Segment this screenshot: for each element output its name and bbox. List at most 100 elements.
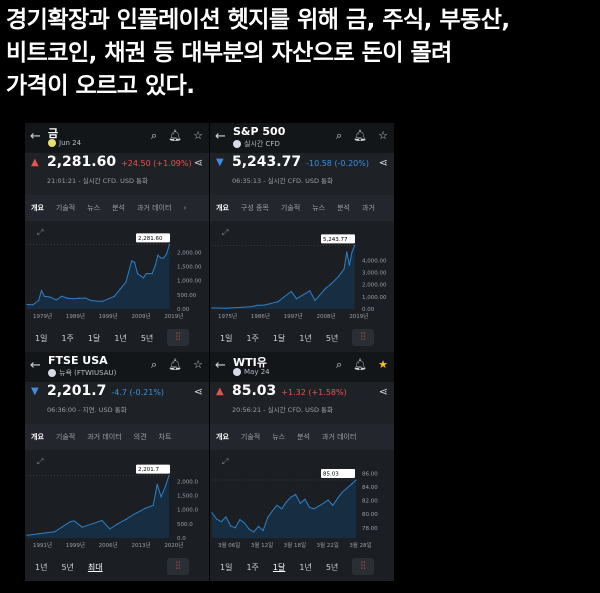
- back-arrow-icon[interactable]: ←: [215, 129, 226, 144]
- data-point: [166, 253, 168, 255]
- star-icon[interactable]: ☆: [378, 129, 388, 142]
- price-row: ▲ 85.03 +1.32 (+1.58%) ⋖ 20:56:21 - 실시간 …: [210, 382, 394, 424]
- share-icon[interactable]: ⋖: [378, 385, 388, 398]
- tab[interactable]: 기술적: [55, 204, 76, 212]
- tab[interactable]: 뉴스: [272, 433, 286, 441]
- range-button[interactable]: 1주: [246, 333, 259, 343]
- tab[interactable]: 기술적: [280, 204, 301, 212]
- series-area: [212, 480, 356, 538]
- headline-line: 가격이 오르고 있다.: [6, 73, 195, 99]
- price-chart[interactable]: ⤢ 2,000.00 1,500.00 1,000.00 500.00 0.00 2,281…: [25, 221, 209, 324]
- add-alert-icon[interactable]: 🔔︎: [353, 358, 368, 371]
- star-icon[interactable]: ★: [378, 358, 388, 371]
- tab[interactable]: 의견: [133, 433, 147, 441]
- data-point: [299, 502, 301, 504]
- data-point: [304, 498, 306, 500]
- data-point: [157, 254, 159, 256]
- tab[interactable]: 과거: [362, 204, 375, 212]
- data-point: [295, 298, 298, 300]
- tab[interactable]: 개요: [31, 204, 44, 212]
- range-button[interactable]: 5년: [325, 562, 339, 572]
- search-icon[interactable]: ⌕: [335, 358, 343, 371]
- tab[interactable]: 과거 데이터: [87, 433, 122, 441]
- y-tick-label: 0.0: [177, 536, 186, 542]
- range-button[interactable]: 1일: [220, 333, 233, 343]
- share-icon[interactable]: ⋖: [193, 156, 203, 169]
- data-point: [102, 300, 104, 302]
- search-icon[interactable]: ⌕: [150, 358, 158, 371]
- data-point: [132, 513, 135, 516]
- price: 5,243.77: [232, 154, 302, 170]
- quote-panel: ← WTI유 May 24 ⌕ 🔔︎ ★ ▲ 85.03 +1.32 (+1.58%…: [210, 352, 394, 581]
- price-chart[interactable]: ⤢ 4,000.00 3,000.00 2,000.00 1,000.00 0.00 5,2…: [210, 221, 394, 324]
- tab[interactable]: 개요: [216, 204, 229, 212]
- quote-panel: ← FTSE USA 뉴욕 (FTWIUSAU) ⌕ 🔔︎ ☆ ▼ 2,201.7 …: [25, 352, 209, 581]
- data-point: [256, 304, 258, 306]
- star-icon[interactable]: ☆: [193, 129, 203, 142]
- range-button[interactable]: 1일: [220, 562, 233, 572]
- add-alert-icon[interactable]: 🔔︎: [168, 129, 183, 142]
- candlestick-icon[interactable]: ⫶⫶: [167, 329, 189, 346]
- candlestick-icon[interactable]: ⫶⫶: [352, 558, 374, 575]
- y-tick-label: 500.0: [177, 522, 193, 528]
- tab[interactable]: ›: [183, 204, 187, 212]
- price-row: ▲ 2,281.60 +24.50 (+1.09%) ⋖ 21:01:21 - …: [25, 153, 209, 195]
- flag-icon: [233, 140, 241, 148]
- range-button[interactable]: 1달: [272, 333, 286, 343]
- tab[interactable]: 과거 데이터: [322, 433, 357, 441]
- share-icon[interactable]: ⋖: [378, 156, 388, 169]
- data-point: [262, 529, 264, 532]
- tab[interactable]: 과거 데이터: [137, 204, 172, 212]
- range-button[interactable]: 1년: [114, 333, 127, 343]
- tab[interactable]: 개요: [216, 433, 229, 441]
- back-arrow-icon[interactable]: ←: [215, 358, 226, 373]
- data-point: [348, 264, 350, 266]
- data-point: [168, 243, 171, 245]
- series-area: [212, 245, 355, 309]
- range-button[interactable]: 1달: [272, 562, 286, 572]
- range-button[interactable]: 1일: [35, 333, 48, 343]
- tab[interactable]: 뉴스: [312, 204, 326, 212]
- tab[interactable]: 차트: [158, 433, 172, 441]
- range-button[interactable]: 5년: [140, 333, 154, 343]
- add-alert-icon[interactable]: 🔔︎: [168, 358, 183, 371]
- candlestick-icon[interactable]: ⫶⫶: [167, 558, 189, 575]
- tab[interactable]: 뉴스: [87, 204, 101, 212]
- tab[interactable]: 분석: [297, 433, 310, 441]
- back-arrow-icon[interactable]: ←: [30, 129, 41, 144]
- tab[interactable]: 분석: [112, 204, 125, 212]
- candlestick-icon[interactable]: ⫶⫶: [352, 329, 374, 346]
- series-area: [27, 475, 170, 538]
- search-icon[interactable]: ⌕: [150, 129, 158, 142]
- price-chart[interactable]: ⤢ 2,000.0 1,500.0 1,000.0 500.0 0.0 2,201.7 199…: [25, 450, 209, 553]
- add-alert-icon[interactable]: 🔔︎: [353, 129, 368, 142]
- range-button[interactable]: 5년: [61, 562, 74, 572]
- tab-bar: 개요 기술적 과거 데이터 의견 차트: [25, 424, 209, 450]
- tab[interactable]: 개요: [31, 433, 44, 441]
- y-tick-label: 0.00: [177, 307, 190, 313]
- last-price-badge: [321, 234, 355, 244]
- search-icon[interactable]: ⌕: [335, 129, 343, 142]
- quote-panel: ← S&P 500 실시간 CFD ⌕ 🔔︎ ☆ ▼ 5,243.77 -10.58…: [210, 123, 394, 352]
- range-button[interactable]: 1주: [61, 333, 74, 343]
- tab[interactable]: 기술적: [240, 433, 261, 441]
- tab[interactable]: 기술적: [55, 433, 76, 441]
- x-tick-label: 2013년: [131, 541, 150, 549]
- data-point: [78, 297, 80, 299]
- range-button[interactable]: 5년: [325, 333, 339, 343]
- tab[interactable]: 분석: [337, 204, 350, 212]
- data-point: [38, 299, 40, 302]
- range-button[interactable]: 1년: [299, 562, 312, 572]
- range-button[interactable]: 최대: [87, 562, 103, 572]
- price-chart[interactable]: ⤢ 86.00 84.00 82.00 80.00 78.00 85.03 3월 06일 3월 …: [210, 450, 394, 553]
- tab-bar: 개요 기술적 뉴스 분석 과거 데이터 ›: [25, 195, 209, 221]
- range-button[interactable]: 1달: [87, 333, 101, 343]
- data-point: [67, 297, 69, 299]
- share-icon[interactable]: ⋖: [193, 385, 203, 398]
- back-arrow-icon[interactable]: ←: [30, 358, 41, 373]
- tab[interactable]: 구성 종목: [240, 204, 269, 212]
- star-icon[interactable]: ☆: [193, 358, 203, 371]
- range-button[interactable]: 1년: [299, 333, 312, 343]
- range-button[interactable]: 1주: [246, 562, 259, 572]
- range-button[interactable]: 1년: [35, 562, 48, 572]
